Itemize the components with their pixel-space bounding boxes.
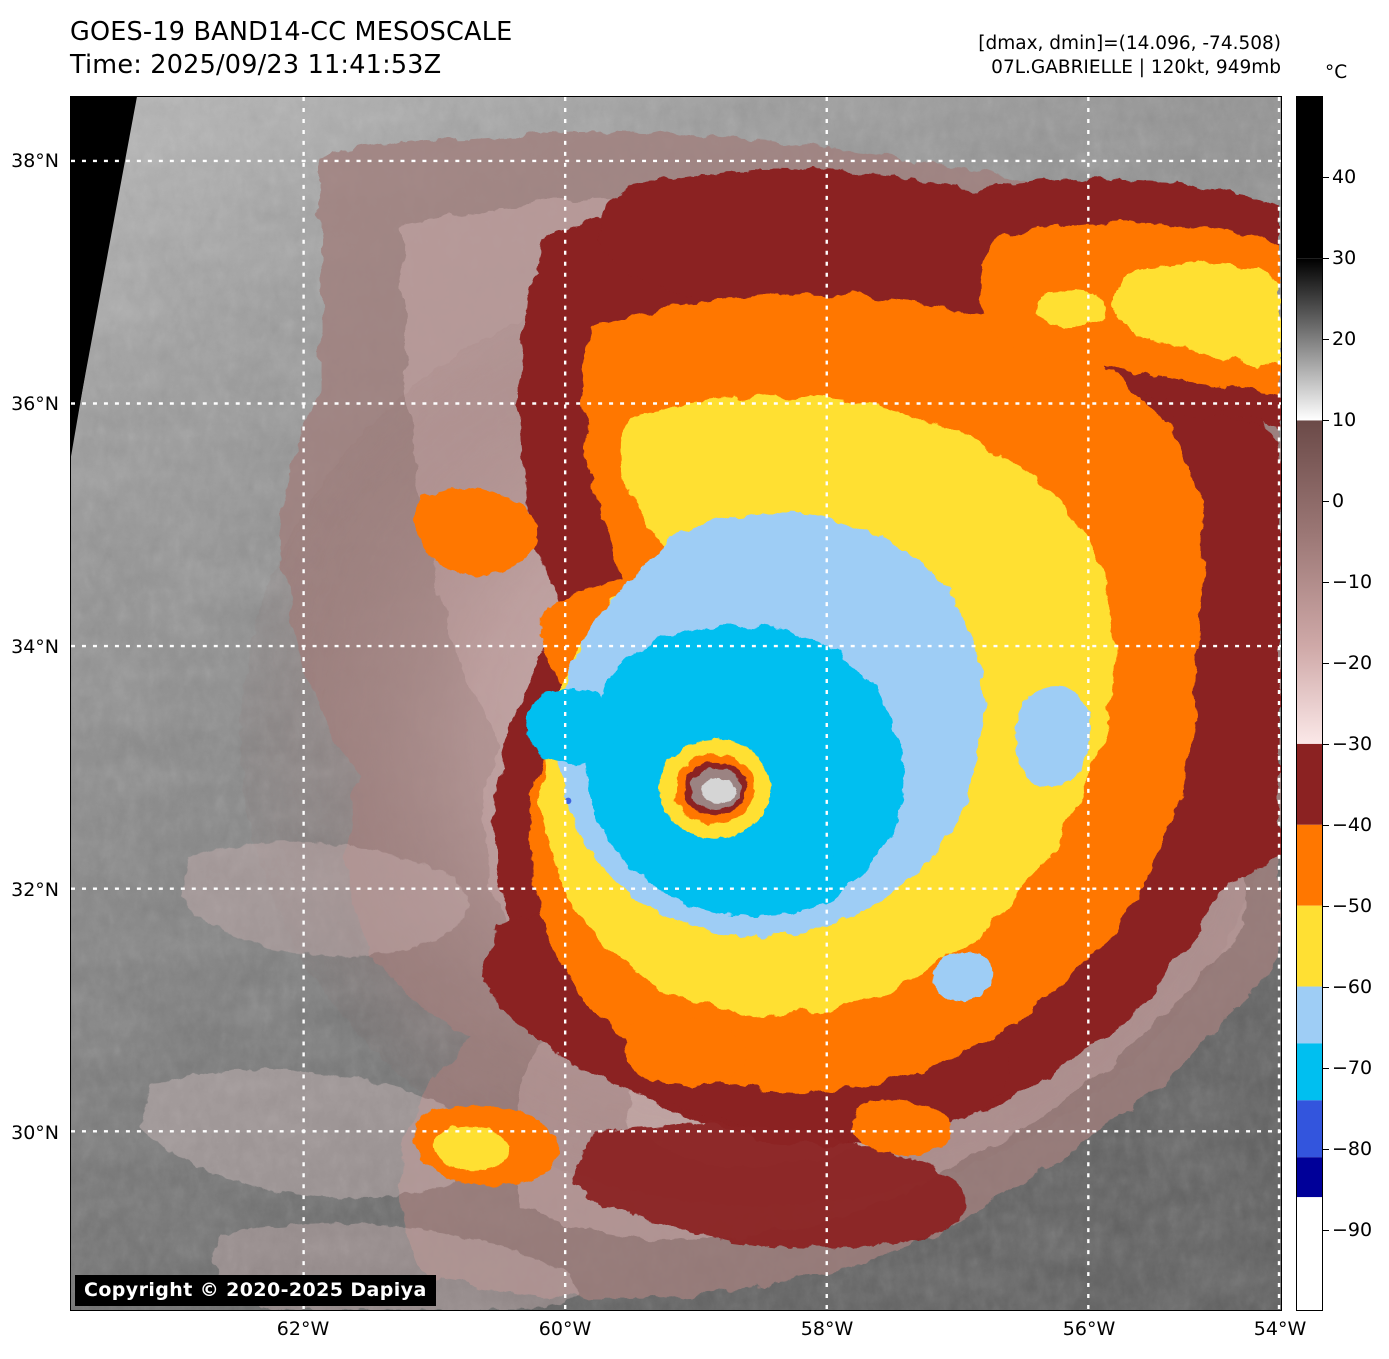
lon-tick-56w: 56°W [1062,1318,1116,1340]
colorbar-label-0: 0 [1332,490,1345,512]
colorbar-tick-m70 [1323,1068,1329,1070]
colorbar-label-40: 40 [1332,166,1357,188]
colorbar-label-m40: −40 [1332,814,1373,836]
colorbar-label-m50: −50 [1332,895,1373,917]
lon-tick-58w: 58°W [800,1318,854,1340]
metadata-block: [dmax, dmin]=(14.096, -74.508) 07L.GABRI… [978,32,1281,81]
colorbar-tick-0 [1323,501,1329,503]
graticule-lines [71,97,1281,1310]
satellite-imagery [71,97,1281,1310]
colorbar-tick-m80 [1323,1149,1329,1151]
colorbar-label-m30: −30 [1332,733,1373,755]
colorbar-tick-m40 [1323,825,1329,827]
colorbar-tick-10 [1323,420,1329,422]
storm-info-label: 07L.GABRIELLE | 120kt, 949mb [991,57,1281,79]
colorbar-tick-m50 [1323,906,1329,908]
lon-tick-62w: 62°W [276,1318,330,1340]
colorbar-tick-m10 [1323,582,1329,584]
colorbar-tick-40 [1323,177,1329,179]
lon-tick-60w: 60°W [538,1318,592,1340]
colorbar-tick-m90 [1323,1230,1329,1232]
colorbar-gradient [1297,97,1322,1310]
lat-tick-38n: 38°N [11,150,59,172]
colorbar-label-m90: −90 [1332,1219,1373,1241]
colorbar-label-m80: −80 [1332,1138,1373,1160]
lat-tick-32n: 32°N [11,879,59,901]
page-title: GOES-19 BAND14-CC MESOSCALE Time: 2025/0… [70,16,512,82]
colorbar[interactable] [1296,96,1323,1311]
title-time-line: Time: 2025/09/23 11:41:53Z [70,50,442,81]
lon-tick-54w: 54°W [1253,1318,1307,1340]
colorbar-label-m70: −70 [1332,1057,1373,1079]
colorbar-tick-m60 [1323,987,1329,989]
colorbar-tick-30 [1323,258,1329,260]
colorbar-label-m10: −10 [1332,571,1373,593]
lat-tick-34n: 34°N [11,636,59,658]
colorbar-label-m20: −20 [1332,652,1373,674]
satellite-image-panel[interactable]: Copyright © 2020-2025 Dapiya [70,96,1282,1311]
dmax-dmin-label: [dmax, dmin]=(14.096, -74.508) [978,33,1281,54]
colorbar-tick-m30 [1323,744,1329,746]
colorbar-tick-m20 [1323,663,1329,665]
copyright-watermark: Copyright © 2020-2025 Dapiya [75,1275,436,1306]
lat-tick-36n: 36°N [11,393,59,415]
colorbar-label-30: 30 [1332,247,1357,269]
colorbar-label-10: 10 [1332,409,1357,431]
lat-tick-30n: 30°N [11,1122,59,1144]
colorbar-label-20: 20 [1332,328,1357,350]
title-product-line: GOES-19 BAND14-CC MESOSCALE [70,17,513,47]
colorbar-tick-20 [1323,339,1329,341]
colorbar-label-m60: −60 [1332,976,1373,998]
colorbar-unit-label: °C [1325,62,1348,83]
